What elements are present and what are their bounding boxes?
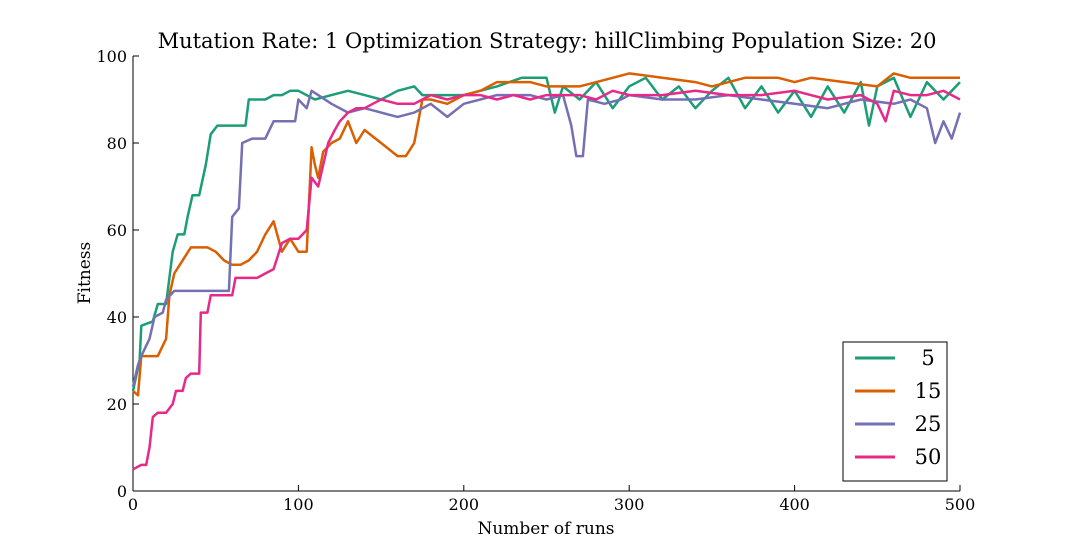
x-tick-label: 0 bbox=[128, 495, 138, 514]
legend-label-50: 50 bbox=[915, 445, 942, 469]
x-tick-label: 500 bbox=[945, 495, 976, 514]
y-tick-label: 40 bbox=[107, 308, 127, 327]
legend-label-5: 5 bbox=[921, 346, 934, 370]
legend-label-15: 15 bbox=[915, 379, 942, 403]
y-tick-label: 80 bbox=[107, 134, 127, 153]
y-tick-label: 20 bbox=[107, 395, 127, 414]
legend-label-25: 25 bbox=[915, 412, 942, 436]
x-axis-title: Number of runs bbox=[477, 519, 614, 539]
legend: 5 15 25 50 bbox=[842, 341, 948, 482]
y-tick-label: 100 bbox=[96, 47, 127, 66]
plot-area: 0 100 200 300 400 500 0 20 40 60 80 100 bbox=[96, 47, 975, 514]
y-axis-title: Fitness bbox=[75, 242, 95, 305]
axis-ticks: 0 100 200 300 400 500 0 20 40 60 80 100 bbox=[96, 47, 975, 514]
series-line-5 bbox=[131, 76, 961, 392]
series-line-15 bbox=[132, 72, 960, 397]
x-tick-label: 400 bbox=[779, 495, 810, 514]
series-line-50 bbox=[132, 89, 961, 471]
x-tick-label: 100 bbox=[283, 495, 314, 514]
chart-title: Mutation Rate: 1 Optimization Strategy: … bbox=[158, 29, 937, 53]
x-tick-label: 300 bbox=[614, 495, 645, 514]
y-tick-label: 0 bbox=[117, 482, 127, 501]
x-tick-label: 200 bbox=[449, 495, 480, 514]
y-tick-label: 60 bbox=[107, 221, 127, 240]
series-lines bbox=[131, 72, 962, 471]
series-line-25 bbox=[131, 89, 962, 387]
